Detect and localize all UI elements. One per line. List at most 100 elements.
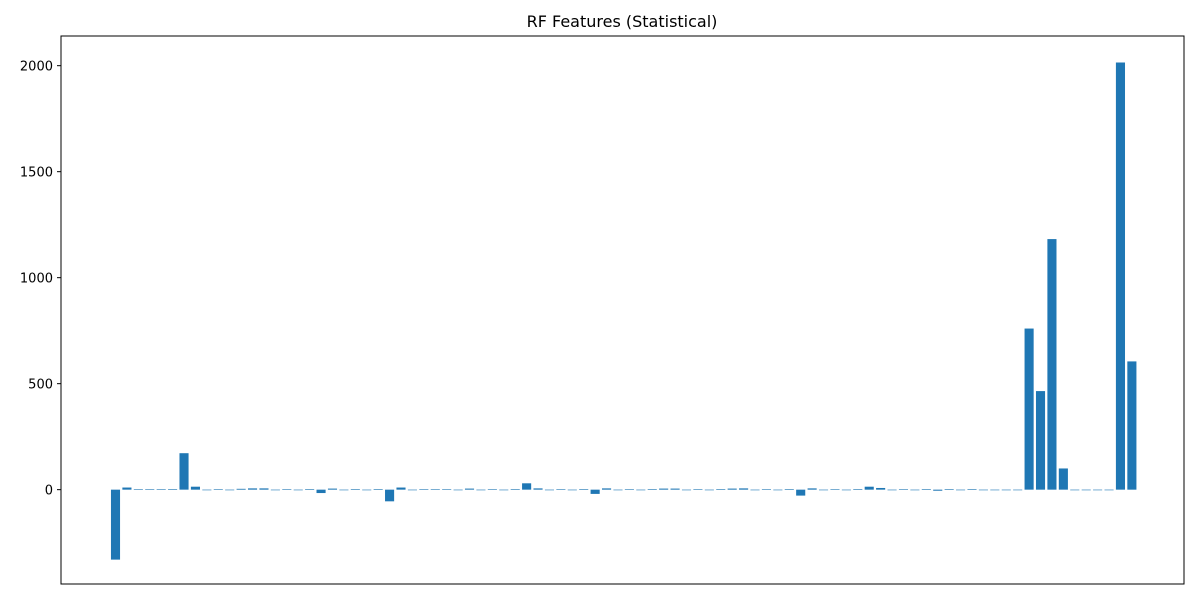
bar-38: [544, 489, 555, 491]
bar-22: [362, 489, 372, 491]
bar-70: [910, 489, 920, 491]
bar-11: [236, 488, 246, 490]
bar-69: [898, 489, 909, 490]
bar-45: [624, 489, 634, 490]
bar-31: [464, 488, 475, 490]
bar-75: [967, 489, 977, 490]
bar-25: [396, 487, 406, 490]
bar-10: [225, 489, 235, 491]
bar-16: [293, 489, 303, 491]
bar-19: [327, 488, 338, 490]
bar-40: [567, 489, 577, 491]
bar-59: [784, 489, 794, 490]
bar-18: [316, 489, 326, 494]
bar-85: [1081, 489, 1091, 491]
y-tick-label-2: 1000: [20, 272, 53, 287]
bar-84: [1070, 489, 1080, 491]
bar-64: [841, 489, 851, 491]
y-tick-label-3: 1500: [20, 166, 53, 181]
bar-77: [990, 489, 1000, 491]
bar-46: [636, 489, 646, 491]
bar-27: [419, 489, 429, 490]
bar-36: [522, 483, 532, 490]
bar-54: [727, 488, 737, 490]
bar-15: [282, 489, 292, 490]
bar-71: [921, 489, 931, 490]
bar-4: [156, 489, 166, 490]
bar-35: [510, 489, 520, 490]
plot-frame: [60, 35, 1185, 585]
bar-76: [978, 489, 988, 491]
bar-21: [350, 489, 360, 490]
bar-5: [168, 489, 178, 490]
bar-7: [190, 486, 200, 490]
bar-41: [579, 489, 589, 490]
bar-56: [750, 489, 760, 491]
bar-33: [487, 489, 497, 490]
bar-8: [202, 489, 212, 491]
bar-50: [681, 489, 692, 491]
chart-title: RF Features (Statistical): [527, 12, 718, 31]
bar-68: [887, 489, 897, 491]
bar-23: [373, 489, 383, 490]
bar-52: [704, 489, 714, 491]
bar-3: [145, 489, 155, 490]
bar-2: [133, 489, 143, 490]
bar-17: [305, 489, 315, 490]
bar-32: [476, 489, 486, 491]
bar-58: [773, 489, 783, 491]
bar-39: [556, 489, 566, 490]
bar-29: [442, 489, 452, 490]
bar-73: [944, 489, 954, 490]
bar-81: [1035, 391, 1046, 490]
bar-6: [179, 453, 189, 490]
bar-86: [1093, 489, 1103, 491]
bar-80: [1024, 328, 1034, 490]
bar-55: [739, 488, 749, 490]
bar-78: [1001, 489, 1011, 491]
bar-48: [659, 488, 669, 490]
y-tick-label-4: 2000: [20, 60, 53, 75]
y-tick-label-1: 500: [28, 378, 53, 393]
bar-89: [1127, 361, 1137, 490]
bar-30: [453, 489, 463, 491]
bar-61: [807, 488, 817, 490]
bar-14: [270, 489, 280, 491]
bar-53: [716, 489, 726, 490]
bar-87: [1104, 489, 1114, 491]
bar-60: [796, 489, 806, 496]
bar-34: [499, 489, 509, 491]
bar-13: [259, 488, 269, 490]
bar-12: [247, 488, 258, 490]
bar-63: [830, 489, 840, 490]
bar-9: [213, 489, 223, 490]
bar-44: [613, 489, 623, 491]
bar-51: [693, 489, 703, 490]
bar-79: [1013, 489, 1023, 491]
bar-47: [647, 489, 657, 490]
bar-26: [407, 489, 417, 491]
bar-37: [533, 488, 543, 490]
y-tick-label-0: 0: [45, 484, 53, 499]
bar-72: [933, 489, 943, 491]
bar-57: [761, 489, 771, 490]
bar-65: [853, 489, 863, 490]
bar-88: [1115, 62, 1126, 490]
bar-74: [956, 489, 966, 491]
bar-66: [864, 486, 874, 490]
bar-83: [1058, 468, 1068, 490]
bars-layer: [110, 62, 1137, 560]
bar-49: [670, 488, 680, 490]
bar-1: [122, 487, 132, 490]
bar-67: [876, 487, 886, 490]
bar-42: [590, 489, 600, 494]
bar-24: [385, 489, 395, 502]
bar-0: [110, 489, 121, 560]
bar-28: [430, 489, 440, 490]
bar-82: [1047, 239, 1057, 490]
bar-43: [602, 488, 612, 490]
y-axis-ticks: 0 500 1000 1500 2000: [20, 60, 61, 499]
bar-20: [339, 489, 349, 491]
